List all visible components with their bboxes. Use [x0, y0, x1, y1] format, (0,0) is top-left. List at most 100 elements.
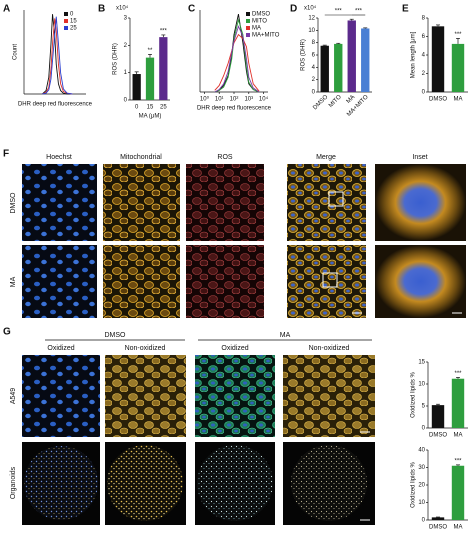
legend-swatch — [246, 33, 250, 37]
x-axis-label: MA (μM) — [139, 114, 162, 120]
x-tick-label: 10¹ — [215, 97, 224, 103]
x-tick-label: DMSO — [429, 433, 447, 439]
legend-swatch — [246, 12, 250, 16]
y-tick-label: 0 — [422, 426, 426, 432]
column-header: Oxidized — [221, 345, 248, 352]
inset-box — [322, 272, 338, 288]
bar — [159, 37, 168, 100]
y-tick-label: 30 — [418, 465, 425, 471]
legend-label: DMSO — [252, 12, 270, 18]
group-header: DMSO — [105, 332, 127, 339]
bar — [431, 26, 445, 93]
inset-box — [328, 191, 344, 207]
bar — [451, 465, 465, 520]
y-tick-label: 15 — [418, 360, 425, 366]
group-header: MA — [280, 332, 291, 339]
panel-label: F — [3, 149, 9, 160]
legend-swatch — [246, 19, 250, 23]
x-tick-label: 10² — [230, 97, 239, 103]
y-axis-label: ROS (DHR) — [113, 43, 119, 75]
y-tick-label: 2 — [124, 43, 128, 49]
series-line — [214, 33, 260, 92]
y-tick-label: 2 — [422, 71, 426, 77]
legend-swatch — [246, 26, 250, 30]
series-line — [42, 14, 73, 95]
image — [195, 355, 275, 437]
y-axis-label: Oxidized lipids % — [411, 371, 417, 417]
series-line — [42, 16, 73, 95]
legend-swatch — [64, 19, 68, 23]
x-tick-label: 10⁰ — [200, 96, 210, 103]
image — [22, 355, 100, 437]
legend-label: MA — [252, 26, 261, 32]
y-tick-label: 4 — [312, 65, 316, 71]
panel-label: A — [3, 4, 10, 15]
panel-f: Hoechst Mitochondrial ROS Merge Inset DM… — [10, 154, 466, 318]
organoid — [107, 445, 183, 521]
x-tick-label: DMSO — [312, 94, 329, 111]
panel-label: G — [3, 327, 11, 338]
row-label: Organoids — [10, 466, 17, 499]
bar — [361, 28, 370, 92]
column-header: Inset — [412, 154, 427, 161]
organoid — [197, 445, 273, 521]
panel-label: E — [402, 4, 409, 15]
axis-multiplier: x10⁴ — [116, 5, 129, 12]
y-axis-label: Mean length [μm] — [411, 31, 417, 78]
x-tick-label: 0 — [135, 105, 139, 111]
series-line — [214, 18, 260, 93]
y-tick-label: 0 — [312, 90, 316, 96]
organoid — [291, 445, 367, 521]
image — [22, 245, 97, 318]
column-header: Non-oxidized — [309, 345, 350, 352]
x-tick-label: MA — [454, 525, 463, 531]
y-tick-label: 20 — [418, 483, 425, 489]
column-header: Merge — [316, 154, 336, 161]
column-header: Non-oxidized — [125, 345, 166, 352]
x-tick-label: MA — [454, 97, 463, 103]
y-tick-label: 6 — [312, 53, 316, 59]
bar — [431, 517, 445, 520]
y-tick-label: 8 — [422, 16, 426, 22]
y-tick-label: 10 — [308, 28, 315, 34]
column-header: Mitochondrial — [120, 154, 162, 161]
significance: *** — [454, 458, 462, 464]
y-tick-label: 3 — [124, 16, 128, 22]
row-label: DMSO — [10, 192, 17, 214]
y-axis-label: Count — [13, 44, 19, 60]
y-tick-label: 4 — [422, 53, 426, 59]
image — [22, 164, 97, 241]
panel-label: C — [188, 4, 195, 15]
bar — [451, 43, 465, 92]
x-tick-label: 25 — [160, 105, 167, 111]
legend-label: 0 — [70, 12, 74, 18]
bar — [320, 45, 329, 92]
series-line — [214, 14, 260, 93]
column-header: Hoechst — [46, 154, 72, 161]
column-header: ROS — [217, 154, 233, 161]
image — [375, 164, 466, 241]
organoid — [24, 446, 98, 520]
significance: *** — [160, 29, 168, 35]
panel-label: D — [290, 4, 297, 15]
bar — [145, 57, 155, 100]
y-axis-label: ROS (DHR) — [301, 39, 307, 71]
significance: *** — [454, 32, 462, 38]
x-tick-label: 10⁴ — [259, 96, 269, 103]
bar — [334, 43, 343, 92]
legend-label: MA+MITO — [252, 33, 280, 39]
y-axis-label: Oxidized lipids % — [411, 461, 417, 507]
legend-label: MITO — [252, 19, 267, 25]
y-tick-label: 5 — [422, 404, 426, 410]
x-tick-label: MA — [346, 94, 357, 105]
series-line — [214, 25, 260, 93]
image — [287, 164, 366, 241]
y-tick-label: 8 — [312, 40, 316, 46]
y-tick-label: 12 — [308, 16, 315, 22]
x-tick-label: DMSO — [429, 97, 447, 103]
y-tick-label: 0 — [124, 98, 128, 104]
row-label: A549 — [10, 388, 17, 404]
image — [375, 245, 466, 318]
y-tick-label: 0 — [422, 518, 426, 524]
y-tick-label: 40 — [418, 448, 425, 454]
